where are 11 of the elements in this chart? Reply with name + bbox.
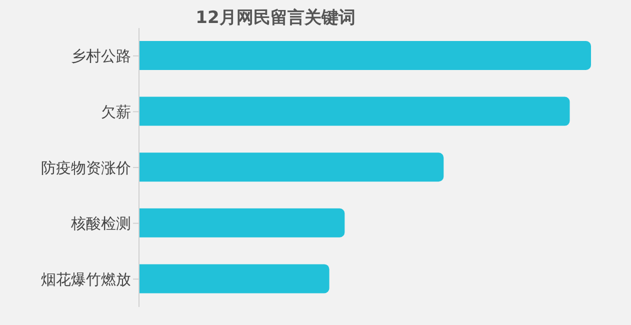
bar bbox=[139, 96, 570, 126]
y-tick-label: 乡村公路 bbox=[71, 47, 131, 66]
bar bbox=[139, 41, 591, 70]
chart-title: 12月网民留言关键词 bbox=[194, 7, 356, 29]
bar bbox=[139, 264, 330, 294]
bar bbox=[139, 152, 444, 182]
y-tick-label: 防疫物资涨价 bbox=[41, 158, 131, 177]
y-tick-label: 核酸检测 bbox=[70, 214, 131, 233]
y-tick-label: 烟花爆竹燃放 bbox=[41, 270, 131, 288]
y-tick-label: 欠薪 bbox=[101, 103, 131, 122]
bar bbox=[139, 208, 345, 238]
